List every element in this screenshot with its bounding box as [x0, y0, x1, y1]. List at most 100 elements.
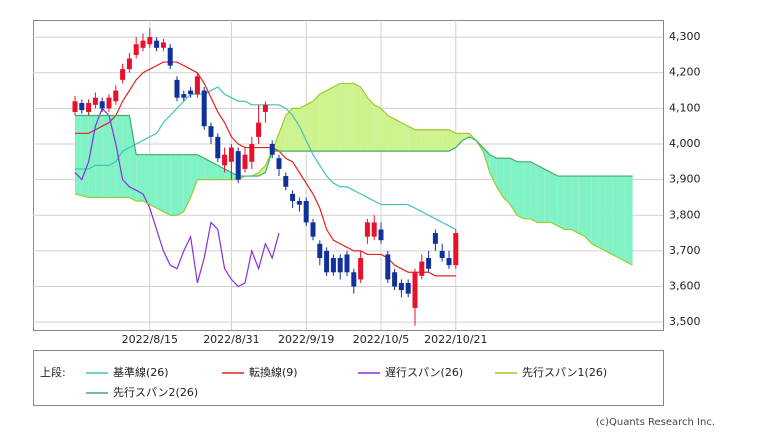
candle-body [378, 229, 384, 241]
candle-body [249, 144, 255, 162]
candle-body [235, 151, 241, 180]
cloud [510, 158, 517, 216]
legend-label: 先行スパン1(26) [522, 366, 607, 379]
cloud [292, 108, 300, 152]
y-tick-label: 3,700 [669, 244, 701, 257]
cloud [408, 126, 415, 152]
cloud [143, 154, 150, 205]
candle-body [432, 233, 438, 244]
y-tick-label: 4,100 [669, 101, 701, 114]
candle-body [358, 258, 364, 280]
y-tick-label: 3,500 [669, 315, 701, 328]
candle-body [188, 90, 194, 95]
candle-body [215, 136, 221, 159]
x-tick-label: 2022/10/21 [424, 333, 487, 346]
cloud [197, 154, 205, 180]
candle-body [317, 243, 323, 259]
cloud [217, 165, 225, 180]
candle-body [120, 69, 126, 80]
copyright: (c)Quants Research Inc. [596, 417, 715, 428]
candle-body [126, 58, 132, 70]
cloud [251, 172, 259, 177]
cloud [585, 176, 592, 244]
candle-body [140, 40, 146, 48]
candle-body [113, 90, 119, 102]
y-tick-label: 4,300 [669, 30, 701, 43]
candle-body [398, 282, 404, 291]
y-tick-label: 4,000 [669, 137, 701, 150]
cloud [401, 122, 409, 152]
legend-title: 上段: [40, 365, 66, 379]
candle-body [133, 44, 139, 55]
cloud [551, 172, 558, 226]
cloud [503, 158, 511, 205]
series-line [74, 82, 633, 266]
y-tick-label: 3,600 [669, 280, 701, 293]
cloud [75, 115, 82, 196]
candle-body [242, 154, 248, 169]
cloud [170, 154, 177, 216]
cloud [326, 86, 334, 152]
candle-body [99, 101, 105, 109]
cloud [605, 176, 613, 255]
y-tick-label: 3,900 [669, 173, 701, 186]
cloud [537, 165, 545, 223]
legend-label: 基準線(26) [113, 365, 169, 379]
candle-body [194, 76, 200, 95]
cloud [598, 176, 606, 251]
series-line [75, 114, 633, 177]
cloud [517, 161, 524, 219]
candle-body [290, 193, 296, 202]
candle-body [208, 126, 214, 137]
cloud [360, 86, 368, 152]
candle-body [344, 254, 350, 273]
cloud [394, 119, 402, 152]
candle-body [337, 258, 343, 273]
cloud [285, 108, 293, 152]
candle-body [330, 258, 336, 273]
candle-body [283, 176, 289, 187]
cloud [183, 154, 191, 212]
cloud [129, 115, 137, 202]
cloud [353, 83, 361, 152]
cloud [102, 115, 109, 198]
cloud [313, 94, 320, 152]
cloud [156, 154, 164, 212]
legend-label: 転換線(9) [249, 365, 298, 379]
candle-body [310, 222, 316, 237]
cloud [530, 161, 538, 223]
candle-body [405, 282, 411, 294]
candle-body [167, 47, 173, 66]
cloud [81, 115, 89, 198]
cloud [347, 83, 354, 152]
candle-body [201, 90, 207, 127]
cloud [340, 83, 347, 152]
cloud [367, 97, 375, 152]
candle-body [364, 222, 370, 237]
candle-body [147, 37, 153, 45]
candle-body [256, 122, 262, 137]
candle-body [371, 222, 377, 237]
cloud [489, 154, 497, 187]
cloud [421, 129, 429, 152]
cloud [190, 154, 198, 198]
cloud [136, 154, 143, 202]
candle-body [324, 250, 330, 273]
cloud [612, 176, 619, 259]
cloud [496, 158, 504, 198]
cloud [523, 161, 531, 219]
legend-box [33, 350, 664, 406]
x-tick-label: 2022/9/19 [278, 333, 334, 346]
candle-body [79, 103, 85, 111]
cloud [122, 115, 130, 198]
candle-body [385, 254, 391, 280]
candle-body [86, 103, 92, 112]
cloud [428, 129, 436, 152]
cloud [571, 176, 579, 234]
candle-body [439, 250, 445, 259]
candle-body [154, 40, 160, 48]
candle-body [453, 233, 459, 266]
cloud [442, 129, 449, 152]
cloud [462, 133, 470, 141]
